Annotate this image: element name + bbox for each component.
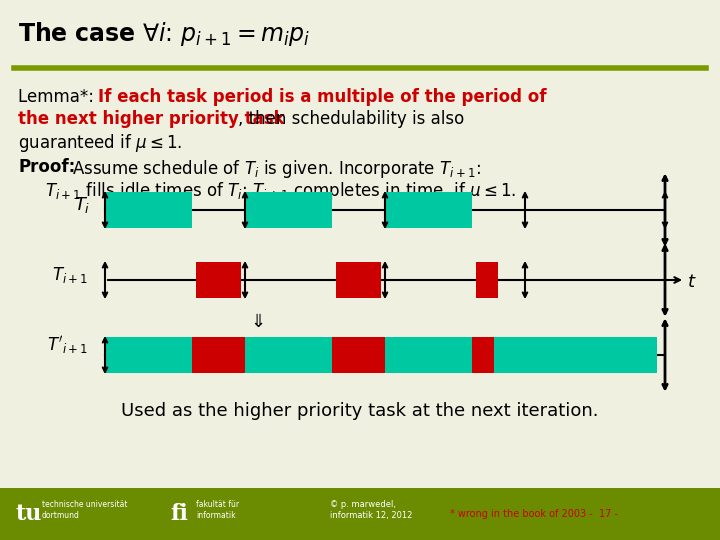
Text: Lemma*:: Lemma*: (18, 88, 99, 106)
Text: $T_{i+1}$: $T_{i+1}$ (52, 265, 88, 285)
Text: If each task period is a multiple of the period of: If each task period is a multiple of the… (98, 88, 546, 106)
Bar (192, 337, 245, 373)
Text: tu: tu (16, 503, 42, 525)
Bar (385, 337, 472, 373)
Bar (494, 337, 657, 373)
Bar (472, 337, 494, 373)
Bar (332, 337, 385, 373)
Text: Assume schedule of $T_i$ is given. Incorporate $T_{i+1}$:: Assume schedule of $T_i$ is given. Incor… (72, 158, 481, 180)
Text: $t$: $t$ (687, 273, 697, 291)
Bar (476, 262, 498, 298)
Bar (385, 192, 472, 228)
Bar (245, 337, 332, 373)
Bar (196, 262, 241, 298)
Text: Used as the higher priority task at the next iteration.: Used as the higher priority task at the … (121, 402, 599, 420)
Text: © p. marwedel,
informatik 12, 2012: © p. marwedel, informatik 12, 2012 (330, 500, 413, 519)
Text: fakultät für
informatik: fakultät für informatik (196, 500, 239, 519)
Text: , then schedulability is also: , then schedulability is also (238, 110, 464, 128)
Bar (0, 488, 720, 540)
Bar (105, 192, 192, 228)
Text: $T_{i+1}$ fills idle times of $T_i$; $T_{i+1}$ completes in time, if $\mu \leq 1: $T_{i+1}$ fills idle times of $T_i$; $T_… (45, 180, 516, 202)
Bar (105, 337, 192, 373)
Text: $T'_{i+1}$: $T'_{i+1}$ (47, 334, 88, 356)
Text: Proof:: Proof: (18, 158, 76, 176)
Bar (336, 262, 381, 298)
Text: $\Downarrow$: $\Downarrow$ (246, 313, 264, 331)
Text: fi: fi (170, 503, 188, 525)
Text: $\bf{The\ case}$ $\forall i$: $p_{i+1} = m_i p_i$: $\bf{The\ case}$ $\forall i$: $p_{i+1} =… (18, 20, 310, 48)
Text: * wrong in the book of 2003 -  17 -: * wrong in the book of 2003 - 17 - (450, 509, 618, 519)
Text: technische universität
dortmund: technische universität dortmund (42, 500, 127, 519)
Bar (245, 192, 332, 228)
Text: $T_i$: $T_i$ (73, 195, 90, 215)
Text: guaranteed if $\mu \leq 1$.: guaranteed if $\mu \leq 1$. (18, 132, 182, 154)
Text: the next higher priority task: the next higher priority task (18, 110, 284, 128)
